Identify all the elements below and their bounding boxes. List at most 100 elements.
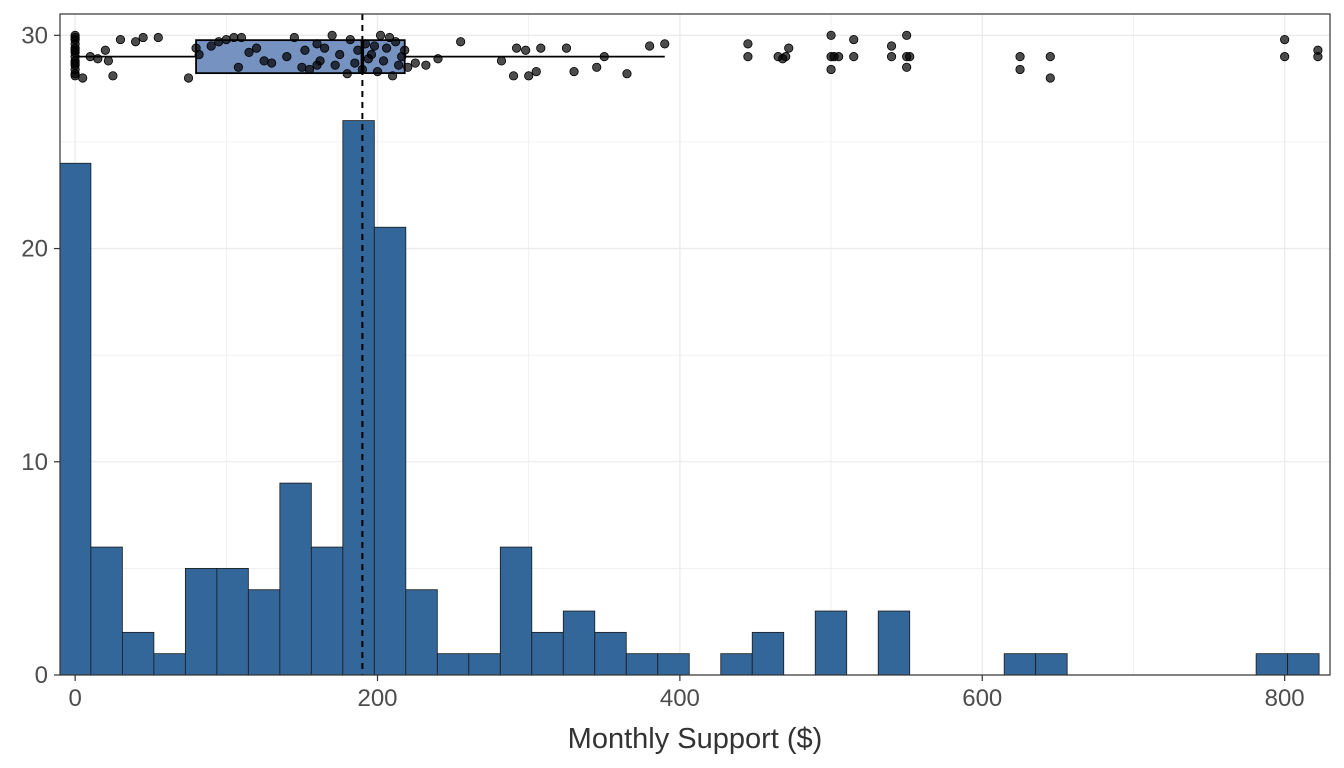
- data-point: [100, 45, 110, 55]
- data-point: [781, 52, 791, 62]
- data-point: [350, 58, 360, 68]
- data-point: [410, 58, 420, 68]
- histogram-bar: [342, 120, 375, 676]
- data-point: [524, 71, 534, 81]
- data-point: [1280, 52, 1290, 62]
- data-point: [194, 49, 204, 60]
- data-point: [531, 66, 541, 77]
- x-tick-label: 800: [1265, 685, 1305, 712]
- data-point: [319, 43, 330, 53]
- data-point: [394, 60, 404, 70]
- data-point: [569, 66, 579, 77]
- data-point: [335, 49, 345, 60]
- data-point: [375, 30, 386, 40]
- data-point: [214, 37, 224, 47]
- histogram-bar: [59, 162, 92, 676]
- data-point: [886, 52, 897, 62]
- y-tick-label: 30: [21, 22, 48, 49]
- histogram-bar: [594, 631, 627, 676]
- data-point: [229, 32, 239, 43]
- histogram-bar: [657, 653, 690, 676]
- data-point: [508, 71, 519, 81]
- histogram-bar: [1255, 653, 1289, 676]
- x-tick-label: 200: [357, 685, 397, 712]
- data-point: [599, 52, 609, 62]
- data-point: [297, 62, 307, 72]
- data-point: [312, 39, 322, 49]
- data-point: [372, 66, 383, 77]
- data-point: [496, 56, 507, 66]
- data-point: [366, 49, 377, 60]
- data-point: [388, 71, 398, 81]
- y-tick-label: 20: [21, 236, 48, 263]
- histogram-bar: [720, 653, 753, 676]
- histogram-bar: [405, 589, 438, 676]
- histogram-bar: [1003, 653, 1037, 676]
- data-point: [345, 34, 355, 45]
- data-point: [784, 43, 794, 53]
- data-point: [236, 32, 247, 43]
- data-point: [93, 54, 103, 64]
- data-point: [1313, 52, 1323, 62]
- panel-border: [59, 13, 1331, 676]
- data-point: [244, 47, 254, 57]
- data-point: [315, 56, 325, 66]
- data-point: [369, 41, 380, 51]
- y-axis-ticks: 0 10 20 30: [21, 22, 60, 689]
- data-point: [78, 73, 88, 83]
- data-point: [403, 62, 413, 72]
- histogram-bar: [373, 226, 407, 676]
- data-point: [456, 37, 466, 47]
- data-point: [1045, 73, 1055, 83]
- data-point: [153, 32, 163, 43]
- data-point: [849, 34, 859, 45]
- histogram-bar: [468, 653, 501, 676]
- histogram-bar: [310, 546, 344, 676]
- data-point: [304, 64, 315, 75]
- data-point: [357, 64, 367, 75]
- data-point: [85, 52, 95, 62]
- data-point: [743, 52, 753, 62]
- data-point: [834, 52, 844, 62]
- x-axis-ticks: 0 200 400 600 800: [68, 675, 1305, 712]
- data-point: [521, 45, 531, 55]
- histogram-bar: [436, 653, 470, 676]
- jitter-points: [70, 30, 1323, 83]
- histogram-bar: [90, 546, 123, 676]
- data-point: [886, 41, 897, 51]
- histogram-bar: [531, 631, 564, 676]
- data-point: [221, 34, 231, 45]
- x-axis-title: Monthly Support ($): [568, 723, 823, 755]
- histogram-bar: [751, 631, 785, 676]
- data-point: [327, 30, 337, 40]
- data-point: [1015, 52, 1025, 62]
- data-point: [103, 56, 113, 66]
- data-point: [70, 45, 80, 55]
- data-point: [511, 43, 522, 53]
- data-point: [391, 37, 401, 47]
- histogram-bar: [1035, 653, 1068, 676]
- data-point: [378, 56, 389, 66]
- data-point: [1045, 52, 1055, 62]
- x-tick-label: 600: [962, 685, 1002, 712]
- histogram-bar: [121, 631, 155, 676]
- data-point: [70, 58, 80, 68]
- data-point: [743, 39, 753, 49]
- histogram-bar: [184, 567, 218, 676]
- data-point: [251, 43, 262, 53]
- data-point: [826, 30, 836, 40]
- histogram-bar: [279, 482, 312, 676]
- histogram-bar: [814, 610, 848, 676]
- data-point: [206, 41, 216, 51]
- data-point: [108, 71, 118, 81]
- data-point: [561, 43, 572, 53]
- data-point: [1015, 64, 1025, 75]
- data-point: [622, 69, 632, 79]
- data-point: [902, 30, 912, 40]
- data-point: [289, 32, 299, 43]
- data-point: [70, 32, 80, 43]
- data-point: [645, 41, 655, 51]
- data-point: [130, 37, 141, 47]
- data-point: [300, 45, 310, 55]
